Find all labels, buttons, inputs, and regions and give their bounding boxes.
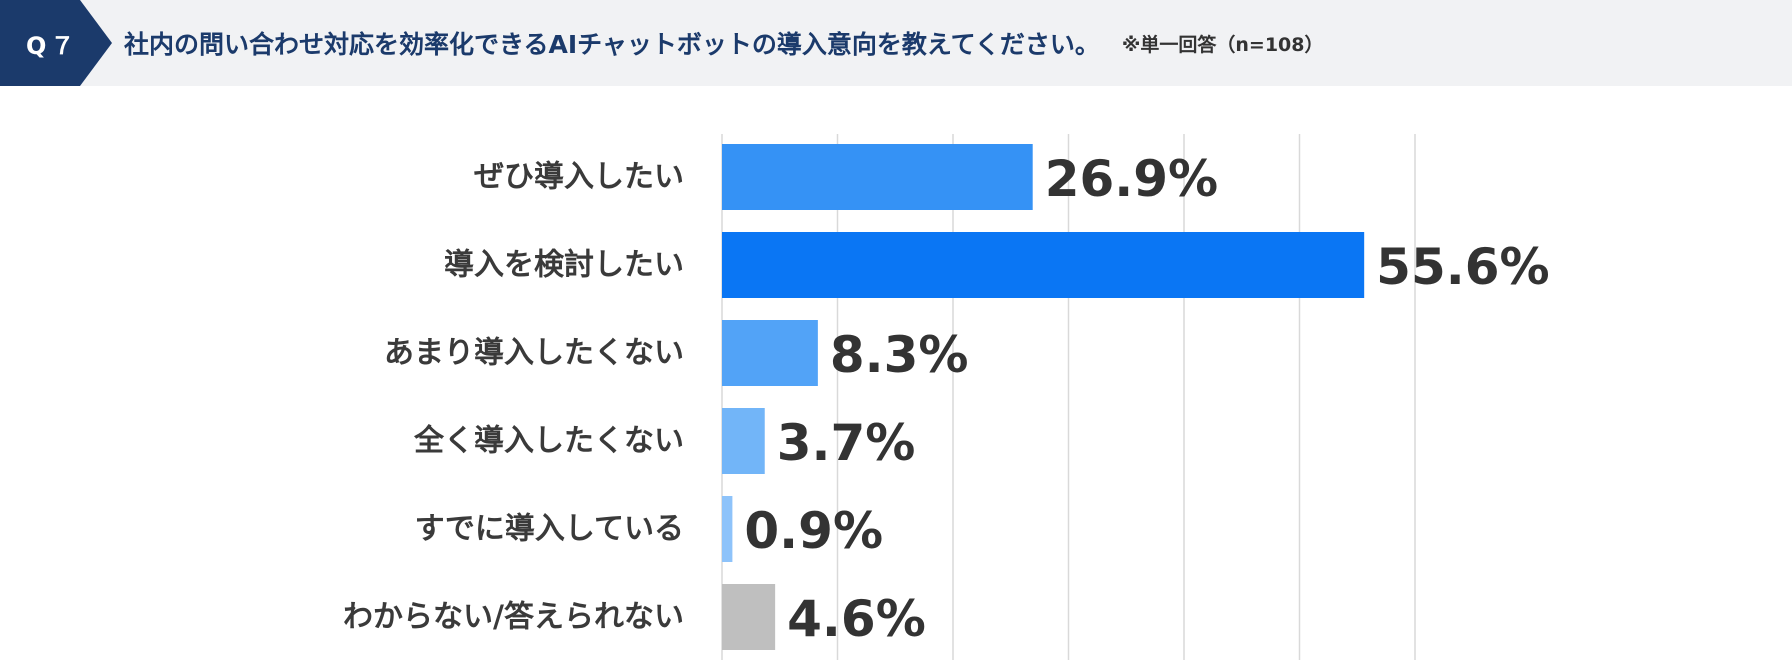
bar [722,144,1033,210]
question-text: 社内の問い合わせ対応を効率化できるAIチャットボットの導入意向を教えてください。 [124,30,1100,59]
value-labels: 26.9% 55.6% 8.3% 3.7% 0.9% 4.6% [744,150,1549,648]
question-note: ※単一回答（n=108） [1121,33,1324,56]
category-label: すでに導入している [415,512,684,547]
value-label: 0.9% [744,502,883,560]
bar [722,232,1365,298]
category-label: ぜひ導入したい [474,160,684,195]
bars [722,144,1365,650]
bar [722,584,776,650]
category-label: 導入を検討したい [444,248,684,283]
value-label: 8.3% [830,326,969,384]
value-label: 26.9% [1045,150,1218,208]
bar [722,496,733,562]
header-band [0,0,1792,86]
category-label: わからない/答えられない [343,600,684,635]
category-label: 全く導入したくない [413,424,684,459]
bar [722,408,765,474]
question-header: 社内の問い合わせ対応を効率化できるAIチャットボットの導入意向を教えてください。… [124,0,1324,86]
bar [722,320,818,386]
value-label: 4.6% [787,590,926,648]
gridlines [721,134,1416,660]
category-label: あまり導入したくない [384,336,684,371]
value-label: 55.6% [1376,238,1549,296]
value-label: 3.7% [777,414,916,472]
category-labels: ぜひ導入したい導入を検討したいあまり導入したくない全く導入したくないすでに導入し… [343,160,684,635]
